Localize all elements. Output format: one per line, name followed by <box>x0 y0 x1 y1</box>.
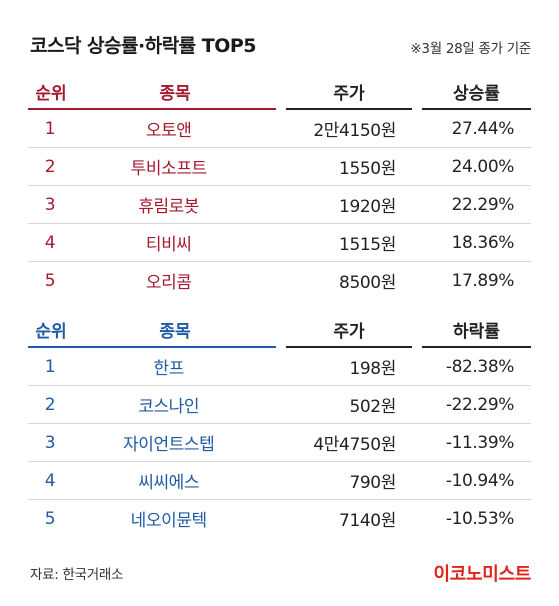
change-cell: -11.39% <box>445 432 515 453</box>
stock-name-cell: 코스나인 <box>138 397 200 417</box>
rank-cell: 3 <box>44 194 56 215</box>
change-cell: -10.53% <box>445 508 515 529</box>
stock-name-cell: 휴림로봇 <box>138 197 200 217</box>
price-cell: 1515원 <box>339 235 396 255</box>
price-cell: 790원 <box>349 473 396 493</box>
source-note: 자료: 한국거래소 <box>30 567 124 583</box>
table-row: 2 투비소프트 1550원 24.00% <box>28 148 531 186</box>
stock-name-cell: 오토앤 <box>145 121 192 141</box>
losers-table: 순위 종목 주가 하락률 1 한프 198원 -82.38% 2 코스나인 50… <box>28 318 531 537</box>
change-header: 하락률 <box>422 318 531 348</box>
brand-logo: 이코노미스트 <box>433 564 531 585</box>
change-cell: 22.29% <box>451 194 515 215</box>
change-cell: -82.38% <box>445 356 515 377</box>
price-cell: 198원 <box>349 359 396 379</box>
stock-name-cell: 오리콤 <box>145 273 192 293</box>
table-row: 4 씨씨에스 790원 -10.94% <box>28 462 531 500</box>
rank-header: 순위 <box>28 80 74 110</box>
losers-header-row: 순위 종목 주가 하락률 <box>28 318 531 348</box>
table-row: 5 오리콤 8500원 17.89% <box>28 262 531 299</box>
change-cell: -10.94% <box>445 470 515 491</box>
price-cell: 8500원 <box>339 273 396 293</box>
price-header: 주가 <box>286 318 412 348</box>
rank-cell: 1 <box>44 356 56 377</box>
rank-cell: 3 <box>44 432 56 453</box>
price-cell: 1920원 <box>339 197 396 217</box>
stock-name-cell: 티비씨 <box>145 235 192 255</box>
table-row: 2 코스나인 502원 -22.29% <box>28 386 531 424</box>
name-header: 종목 <box>74 80 276 110</box>
table-row: 4 티비씨 1515원 18.36% <box>28 224 531 262</box>
page-title: 코스닥 상승률·하락률 TOP5 <box>30 35 257 57</box>
table-row: 3 휴림로봇 1920원 22.29% <box>28 186 531 224</box>
rank-cell: 2 <box>44 156 56 177</box>
rank-cell: 4 <box>44 470 56 491</box>
stock-name-cell: 네오이뮨텍 <box>130 511 208 531</box>
rank-cell: 1 <box>44 118 56 139</box>
rank-header: 순위 <box>28 318 74 348</box>
rank-cell: 4 <box>44 232 56 253</box>
price-cell: 502원 <box>349 397 396 417</box>
rank-cell: 5 <box>44 508 56 529</box>
table-row: 5 네오이뮨텍 7140원 -10.53% <box>28 500 531 537</box>
gainers-table: 순위 종목 주가 상승률 1 오토앤 2만4150원 27.44% 2 투비소프… <box>28 80 531 299</box>
price-cell: 7140원 <box>339 511 396 531</box>
change-cell: 24.00% <box>451 156 515 177</box>
change-cell: 17.89% <box>451 270 515 291</box>
change-header: 상승률 <box>422 80 531 110</box>
stock-name-cell: 한프 <box>153 359 184 379</box>
change-cell: 27.44% <box>451 118 515 139</box>
table-row: 1 한프 198원 -82.38% <box>28 348 531 386</box>
reference-date-note: ※3월 28일 종가 기준 <box>410 41 531 57</box>
stock-name-cell: 자이언트스텝 <box>122 435 215 455</box>
gainers-header-row: 순위 종목 주가 상승률 <box>28 80 531 110</box>
table-row: 3 자이언트스텝 4만4750원 -11.39% <box>28 424 531 462</box>
change-cell: -22.29% <box>445 394 515 415</box>
stock-name-cell: 투비소프트 <box>130 159 208 179</box>
price-cell: 1550원 <box>339 159 396 179</box>
rank-cell: 5 <box>44 270 56 291</box>
change-cell: 18.36% <box>451 232 515 253</box>
stock-name-cell: 씨씨에스 <box>138 473 200 493</box>
name-header: 종목 <box>74 318 276 348</box>
price-header: 주가 <box>286 80 412 110</box>
price-cell: 2만4150원 <box>313 121 396 141</box>
table-row: 1 오토앤 2만4150원 27.44% <box>28 110 531 148</box>
price-cell: 4만4750원 <box>313 435 396 455</box>
rank-cell: 2 <box>44 394 56 415</box>
